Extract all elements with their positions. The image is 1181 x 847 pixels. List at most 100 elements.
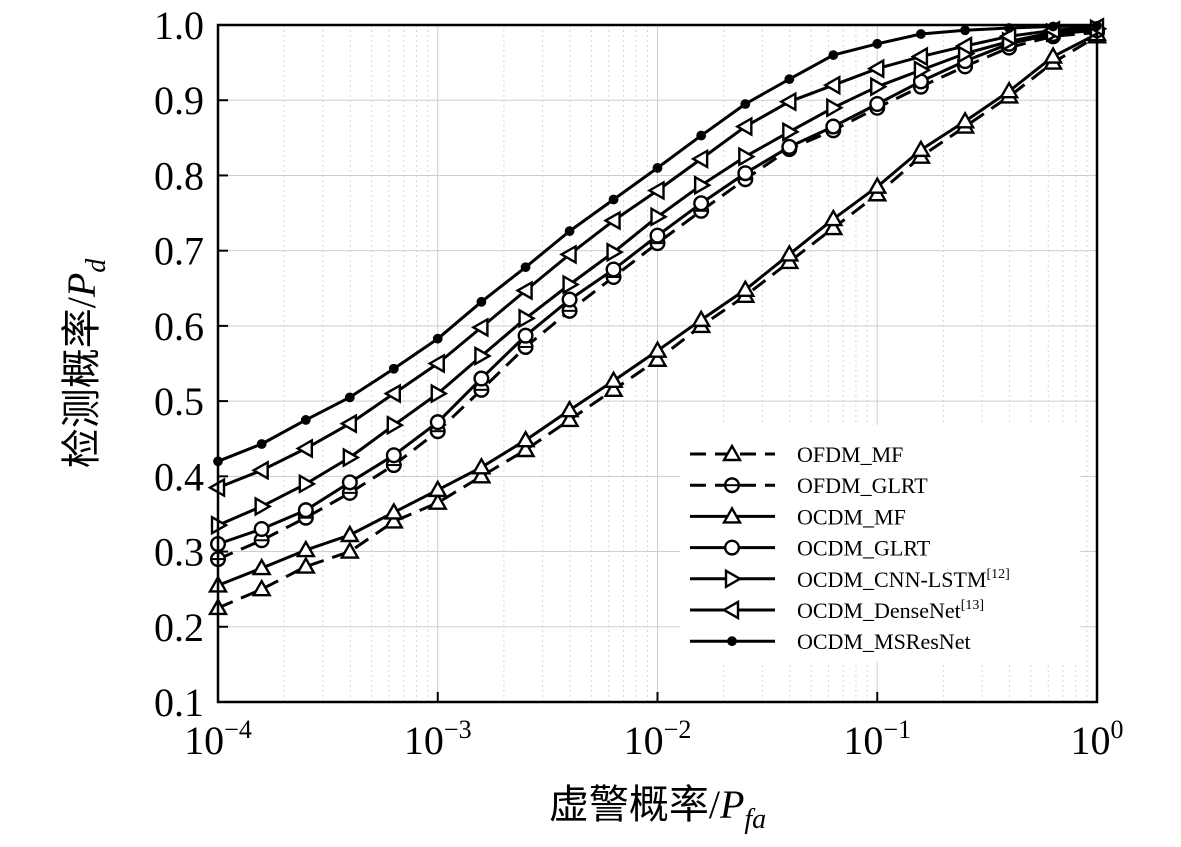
data-point-OCDM_GLRT (429, 414, 446, 431)
x-axis-label: 虚警概率/Pfa (549, 782, 766, 835)
data-point-OCDM_CNN-LSTM (826, 97, 844, 118)
data-point-OFDM_GLRT (473, 381, 490, 398)
data-point-OCDM_CNN-LSTM (342, 447, 361, 468)
y-tick-label: 0.8 (154, 153, 204, 198)
data-point-OCDM_MSResNet (696, 130, 707, 141)
legend-label-OCDM_GLRT: OCDM_GLRT (797, 536, 931, 561)
data-point-OCDM_DenseNet (690, 148, 709, 169)
data-point-OCDM_MSResNet (784, 74, 795, 85)
data-point-OCDM_GLRT (297, 502, 314, 519)
data-point-OCDM_MF (691, 309, 712, 328)
data-point-OCDM_CNN-LSTM (738, 146, 756, 167)
data-point-OCDM_MF (647, 340, 668, 358)
data-point-OCDM_CNN-LSTM (298, 473, 317, 494)
data-point-OCDM_DenseNet (427, 353, 445, 374)
legend-marker-OFDM_GLRT (724, 477, 741, 494)
data-point-OCDM_DenseNet (559, 244, 577, 265)
data-point-OCDM_DenseNet (647, 180, 665, 201)
legend-marker-OCDM_MF (721, 505, 743, 524)
series-OFDM_MF (207, 25, 1108, 616)
data-point-OCDM_DenseNet (866, 58, 885, 79)
data-point-OCDM_MF (735, 279, 756, 297)
data-point-OCDM_MSResNet (1048, 21, 1058, 32)
data-point-OCDM_MSResNet (300, 415, 311, 425)
y-tick-label: 0.3 (154, 530, 204, 575)
y-axis-label-var: P (59, 273, 104, 298)
data-point-OFDM_MF (823, 217, 844, 236)
x-axis-label-sub: fa (744, 804, 766, 835)
data-point-OCDM_MF (251, 557, 272, 576)
data-point-OFDM_MF (427, 492, 448, 510)
data-point-OCDM_DenseNet (515, 280, 533, 301)
legend-marker-OCDM_CNN-LSTM (724, 568, 743, 589)
data-point-OCDM_MSResNet (432, 333, 443, 344)
legend-item-OCDM_MSResNet: OCDM_MSResNet (690, 629, 971, 654)
data-point-OFDM_MF (295, 556, 316, 574)
data-point-OCDM_GLRT (869, 95, 886, 112)
x-tick-label: 10−2 (624, 715, 692, 763)
data-point-OCDM_DenseNet (822, 75, 841, 96)
legend: OFDM_MF OFDM_GLRT OCDM_MF OCDM_GLRT OCDM_CNN… (680, 425, 1080, 662)
data-point-OCDM_MF (427, 479, 448, 498)
data-point-OCDM_MSResNet (608, 194, 619, 205)
y-axis-label-sub: d (81, 258, 112, 273)
data-point-OCDM_MF (955, 110, 976, 129)
data-point-OCDM_MF (339, 524, 360, 543)
data-point-OCDM_MF (1042, 46, 1064, 64)
legend-box (680, 425, 1080, 662)
data-point-OCDM_DenseNet (383, 383, 402, 404)
x-tick-label: 100 (1071, 715, 1124, 763)
legend-item-OCDM_CNN-LSTM: OCDM_CNN-LSTM[12] (690, 567, 1010, 592)
legend-label-OCDM_MSResNet: OCDM_MSResNet (797, 629, 971, 654)
data-point-OFDM_MF (603, 379, 624, 398)
data-point-OFDM_MF (647, 349, 668, 367)
legend-label-OFDM_GLRT: OFDM_GLRT (797, 473, 928, 498)
legend-label-OCDM_MF: OCDM_MF (797, 504, 906, 529)
y-tick-label: 0.5 (154, 379, 204, 424)
y-tick-label: 0.1 (154, 680, 204, 725)
y-tick-label: 0.2 (154, 605, 204, 650)
legend-label-OCDM_CNN-LSTM: OCDM_CNN-LSTM[12] (797, 567, 1010, 592)
data-point-OCDM_GLRT (693, 195, 710, 212)
data-point-OCDM_MF (383, 502, 404, 520)
data-point-OCDM_GLRT (605, 261, 622, 278)
legend-marker-OCDM_GLRT (724, 539, 741, 556)
data-point-OCDM_GLRT (473, 370, 490, 387)
y-tick-label: 0.7 (154, 229, 204, 274)
data-point-OFDM_MF (559, 409, 580, 428)
legend-marker-OCDM_MSResNet (727, 636, 737, 647)
data-point-OCDM_CNN-LSTM (254, 496, 273, 517)
data-point-OCDM_MF (823, 208, 844, 227)
data-point-OCDM_CNN-LSTM (518, 308, 536, 329)
data-point-OCDM_MSResNet (828, 50, 839, 60)
legend-marker-OCDM_DenseNet (721, 599, 740, 621)
data-point-OCDM_MF (515, 429, 536, 448)
data-point-OCDM_MF (779, 244, 800, 262)
data-point-OCDM_GLRT (253, 520, 270, 537)
data-point-OCDM_DenseNet (251, 460, 269, 481)
data-point-OCDM_DenseNet (910, 46, 929, 67)
data-point-OCDM_DenseNet (295, 438, 314, 459)
data-point-OCDM_MF (559, 399, 580, 418)
data-point-OCDM_MSResNet (652, 163, 663, 173)
legend-item-OFDM_GLRT: OFDM_GLRT (690, 473, 928, 498)
data-point-OCDM_MF (910, 139, 931, 158)
x-tick-label: 10−1 (843, 715, 911, 763)
x-axis-label-var: P (719, 782, 744, 827)
legend-items: OFDM_MF OFDM_GLRT OCDM_MF OCDM_GLRT OCDM_CNN… (690, 442, 1010, 654)
data-point-OCDM_DenseNet (339, 413, 358, 434)
axis-ticks: 0.1 0.2 0.3 0.4 0.5 0.6 0.7 0.8 0.9 1.0 10−4 10−3 10… (154, 3, 1124, 763)
x-tick-label: 10−4 (184, 715, 252, 763)
data-point-OCDM_DenseNet (954, 35, 973, 57)
data-point-OCDM_CNN-LSTM (870, 76, 888, 97)
data-point-OCDM_CNN-LSTM (562, 274, 580, 295)
data-point-OCDM_CNN-LSTM (782, 121, 800, 142)
data-point-OCDM_CNN-LSTM (386, 415, 405, 436)
series-line-OFDM_GLRT (217, 31, 1098, 561)
data-point-OFDM_GLRT (253, 532, 270, 549)
data-point-OCDM_MF (867, 176, 888, 194)
legend-item-OCDM_GLRT: OCDM_GLRT (690, 536, 931, 561)
data-point-OFDM_MF (251, 578, 272, 597)
